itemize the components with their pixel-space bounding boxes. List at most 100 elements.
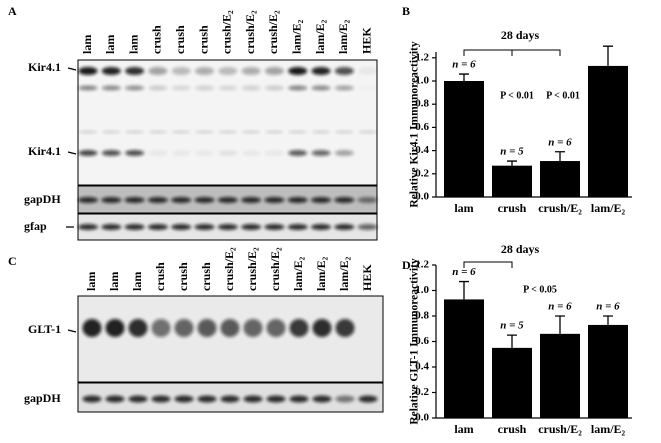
- lane-label: crush: [173, 25, 187, 54]
- lane-label: lam/E₂: [289, 19, 303, 54]
- blot-band: [125, 85, 145, 91]
- lane-label: crush/E₂: [245, 247, 259, 291]
- blot-band: [78, 150, 98, 156]
- blot-band: [174, 319, 194, 337]
- blot-band: [335, 395, 355, 403]
- error-bar: [459, 280, 469, 300]
- lane-label: crush: [150, 25, 164, 54]
- p-value: P < 0.01: [500, 90, 534, 101]
- blot-band: [334, 130, 354, 134]
- blot-band: [334, 67, 354, 75]
- blot-band: [334, 224, 355, 230]
- blot-band: [264, 130, 284, 134]
- blot-band: [218, 130, 238, 134]
- x-tick-label: crush/E₂: [538, 422, 582, 436]
- blot-band: [171, 197, 192, 203]
- blot-band: [287, 197, 308, 203]
- blot-band: [78, 130, 98, 134]
- bar: [540, 333, 580, 418]
- y-tick-label: 1.2: [415, 51, 429, 63]
- y-tick-label: 1.0: [415, 75, 429, 87]
- lane-label: HEK: [359, 27, 373, 54]
- blot-band: [334, 85, 354, 91]
- lane-label: lam/E₂: [313, 19, 327, 54]
- x-tick-label: crush: [498, 201, 527, 215]
- lane-label: lam/E₂: [337, 256, 351, 291]
- blot-band: [357, 197, 378, 203]
- blot-band: [174, 395, 194, 403]
- blot-band: [171, 67, 191, 75]
- blot-band: [311, 150, 331, 156]
- lane-label: crush: [199, 262, 213, 291]
- lane-label: crush: [196, 25, 210, 54]
- x-tick-label: lam/E₂: [591, 422, 626, 436]
- blot-band: [311, 130, 331, 134]
- blot-band: [128, 395, 148, 403]
- blot-band: [287, 224, 308, 230]
- blot-frame: [77, 59, 378, 186]
- n-label: n = 5: [500, 146, 524, 158]
- x-tick-label: crush/E₂: [538, 201, 582, 215]
- panel-label: B: [402, 4, 410, 18]
- lane-label: lam: [130, 272, 144, 291]
- y-tick-label: 0.8: [415, 310, 429, 322]
- x-tick-label: crush: [498, 422, 527, 436]
- blot-band: [78, 85, 98, 91]
- blot-band: [335, 319, 355, 337]
- row-label: gapDH: [24, 192, 61, 206]
- y-axis-label: Relative Kir4.1 Immunoreactivity: [409, 41, 421, 207]
- y-tick-label: 1.0: [415, 284, 429, 296]
- n-label: n = 5: [500, 320, 524, 332]
- blot-band: [147, 224, 168, 230]
- blot-band: [264, 224, 285, 230]
- blot-band: [124, 224, 145, 230]
- error-bar: [603, 315, 613, 325]
- panel-label: A: [8, 4, 17, 18]
- lane-label: lam: [107, 272, 121, 291]
- blot-band: [82, 319, 102, 337]
- x-tick-label: lam: [454, 201, 473, 215]
- blot-band: [125, 150, 145, 156]
- chart-title: 28 days: [501, 28, 540, 42]
- blot-band: [311, 224, 331, 230]
- lane-label: lam: [126, 35, 140, 54]
- lane-label: lam: [103, 35, 117, 54]
- lane-label: crush: [153, 262, 167, 291]
- blot-band: [124, 197, 145, 203]
- row-arrow: [66, 67, 77, 333]
- blot-band: [195, 85, 214, 91]
- blot-band: [218, 150, 238, 156]
- p-value: P < 0.05: [523, 284, 557, 295]
- lane-label: lam: [84, 272, 98, 291]
- bar: [540, 161, 580, 197]
- blot-band: [241, 197, 262, 203]
- blot-band: [311, 67, 331, 75]
- row-label: Kir4.1: [28, 60, 61, 74]
- blot-band: [241, 130, 261, 134]
- blot-band: [358, 395, 378, 403]
- blot-band: [171, 150, 191, 156]
- blot-band: [171, 85, 191, 91]
- y-tick-label: 1.2: [415, 259, 429, 271]
- error-bar: [459, 73, 469, 81]
- y-tick-label: 0.6: [415, 335, 429, 347]
- x-tick-label: lam/E₂: [591, 201, 626, 215]
- y-tick-label: 0.4: [415, 361, 429, 373]
- blot-band: [289, 395, 309, 403]
- blot-band: [105, 395, 125, 403]
- blot-band: [197, 395, 217, 403]
- blot-band: [197, 319, 217, 337]
- error-bar: [507, 334, 517, 348]
- blot-band: [105, 319, 125, 337]
- blot-band: [148, 85, 168, 91]
- blot-band: [220, 319, 240, 337]
- blot-band: [243, 319, 263, 337]
- y-tick-label: 0.0: [415, 412, 429, 424]
- blot-band: [78, 224, 98, 230]
- lane-label: crush/E₂: [243, 10, 257, 54]
- blot-band: [101, 130, 121, 134]
- lane-label: lam: [80, 35, 94, 54]
- blot-band: [151, 395, 171, 403]
- lane-label: lam/E₂: [314, 256, 328, 291]
